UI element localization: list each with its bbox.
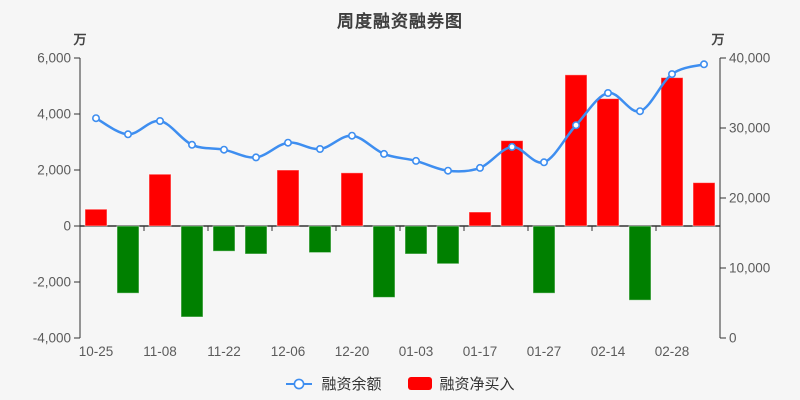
bar-legend-icon	[407, 377, 432, 390]
x-axis-label: 12-06	[271, 344, 306, 359]
bar[interactable]	[116, 225, 140, 294]
bar[interactable]	[372, 225, 396, 298]
line-point[interactable]	[571, 121, 580, 130]
line-point[interactable]	[539, 158, 548, 167]
x-axis-label: 02-14	[591, 344, 626, 359]
bar[interactable]	[692, 182, 716, 227]
legend-item-net-buy[interactable]: 融资净买入	[407, 373, 515, 394]
legend-label-net-buy: 融资净买入	[439, 376, 515, 393]
bar[interactable]	[244, 225, 268, 255]
line-point[interactable]	[603, 89, 612, 98]
bar[interactable]	[212, 225, 236, 252]
line-point[interactable]	[188, 140, 197, 149]
line-point[interactable]	[699, 60, 708, 69]
bar[interactable]	[148, 173, 172, 227]
line-point[interactable]	[347, 131, 356, 140]
line-point[interactable]	[124, 130, 133, 139]
x-axis-label: 01-27	[527, 344, 562, 359]
bar[interactable]	[596, 98, 620, 227]
legend-label-balance: 融资余额	[321, 376, 382, 393]
line-point[interactable]	[475, 163, 484, 172]
right-axis-unit: 万	[711, 32, 725, 47]
line-circle-legend-icon	[286, 378, 313, 389]
bar[interactable]	[340, 172, 364, 227]
right-axis-tick-label: 20,000	[729, 191, 770, 206]
line-point[interactable]	[443, 166, 452, 175]
right-axis-tick-label: 40,000	[729, 51, 770, 66]
left-axis-tick-label: 6,000	[37, 51, 71, 66]
bar[interactable]	[628, 225, 652, 301]
x-axis-label: 10-25	[79, 344, 114, 359]
bar[interactable]	[180, 225, 204, 318]
right-axis-tick-label: 30,000	[729, 121, 770, 136]
left-axis-unit: 万	[73, 32, 87, 47]
bar[interactable]	[532, 225, 556, 294]
chart-title: 周度融资融券图	[337, 12, 463, 31]
x-axis-label: 11-08	[143, 344, 177, 359]
x-axis-label: 01-03	[399, 344, 434, 359]
line-point[interactable]	[667, 70, 676, 79]
left-axis-tick-label: 2,000	[37, 163, 71, 178]
bar[interactable]	[308, 225, 332, 254]
legend-item-balance[interactable]: 融资余额	[285, 373, 382, 394]
right-axis-tick-label: 0	[729, 331, 737, 346]
x-axis-label: 11-22	[207, 344, 241, 359]
bar[interactable]	[84, 208, 108, 227]
line-point[interactable]	[315, 145, 324, 154]
x-axis-label: 12-20	[335, 344, 370, 359]
line-point[interactable]	[379, 149, 388, 158]
line-point[interactable]	[283, 138, 292, 147]
bar[interactable]	[436, 225, 460, 265]
right-axis-tick-label: 10,000	[729, 261, 770, 276]
line-point[interactable]	[411, 156, 420, 165]
left-axis-tick-label: 0	[63, 219, 71, 234]
left-axis-tick-label: 4,000	[37, 107, 71, 122]
bar[interactable]	[468, 211, 492, 227]
line-point[interactable]	[252, 153, 261, 162]
line-point[interactable]	[220, 145, 229, 154]
x-axis-label: 02-28	[655, 344, 690, 359]
line-point[interactable]	[507, 142, 516, 151]
bar[interactable]	[500, 140, 524, 227]
x-axis-label: 01-17	[463, 344, 498, 359]
bar[interactable]	[564, 74, 588, 227]
legend: 融资余额 融资净买入	[0, 373, 800, 394]
line-point[interactable]	[635, 107, 644, 116]
left-axis-tick-label: -2,000	[33, 275, 71, 290]
bar[interactable]	[404, 225, 428, 255]
bar[interactable]	[660, 77, 684, 227]
line-point[interactable]	[92, 114, 101, 123]
line-point[interactable]	[156, 117, 165, 126]
bar[interactable]	[276, 169, 300, 227]
left-axis-tick-label: -4,000	[33, 331, 71, 346]
